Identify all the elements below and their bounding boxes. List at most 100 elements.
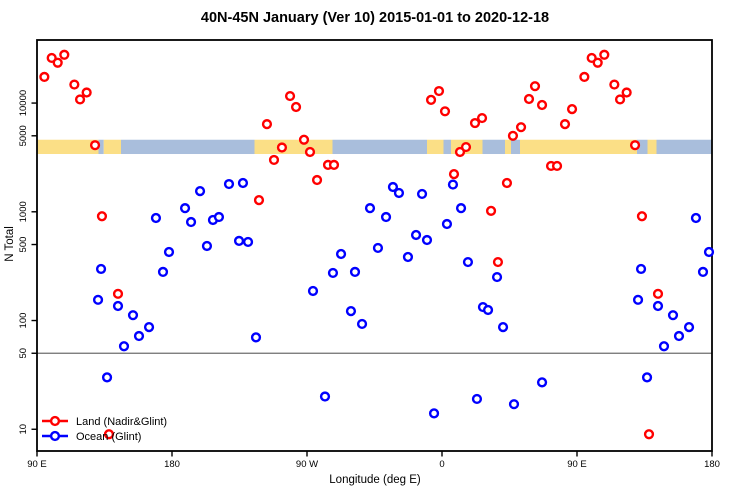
x-tick-label: 90 E: [27, 459, 47, 470]
map-strip-segment-ocean: [637, 139, 648, 155]
ocean-data-point: [536, 377, 548, 388]
land-data-point: [425, 94, 437, 105]
land-data-point: [614, 94, 626, 105]
legend-symbol-marker: [49, 415, 61, 427]
land-data-point: [69, 79, 80, 90]
land-data-point: [276, 142, 288, 153]
map-strip-segment-land: [647, 139, 657, 155]
ocean-data-point: [242, 236, 254, 248]
map-strip-segment-ocean: [443, 139, 451, 155]
map-strip-segment-ocean: [98, 139, 104, 155]
ocean-data-point: [402, 251, 414, 263]
x-axis-label: Longitude (deg E): [329, 474, 421, 486]
land-data-point: [609, 79, 620, 90]
land-data-point: [566, 103, 578, 115]
land-data-point: [328, 159, 340, 170]
land-data-point: [81, 87, 92, 98]
land-data-point: [579, 71, 590, 83]
ocean-data-point: [335, 248, 347, 260]
ocean-data-point: [632, 294, 644, 305]
map-strip-segment-ocean: [332, 139, 427, 155]
land-data-point: [636, 211, 648, 222]
land-data-point: [485, 205, 497, 216]
land-data-point: [536, 99, 548, 111]
y-tick-label: 500: [18, 237, 29, 253]
land-data-point: [559, 119, 571, 130]
map-strip-segment-ocean: [121, 139, 255, 155]
land-data-point: [529, 81, 541, 92]
ocean-data-point: [345, 306, 357, 317]
ocean-data-point: [658, 341, 670, 352]
map-strip-segment-land: [520, 139, 637, 155]
x-tick-label: 180: [704, 459, 720, 470]
legend-symbol-marker: [49, 430, 61, 442]
ocean-data-point: [201, 240, 213, 252]
ocean-data-point: [683, 321, 695, 333]
map-strip-segment-land: [254, 139, 333, 155]
x-tick-label: 180: [164, 459, 180, 470]
land-data-point: [59, 49, 70, 60]
legend-item-label: Ocean (Glint): [76, 431, 141, 443]
ocean-data-point: [101, 372, 113, 383]
ocean-data-point: [127, 310, 139, 321]
land-data-point: [469, 117, 481, 129]
land-data-point: [298, 134, 310, 145]
ocean-data-point: [133, 330, 145, 342]
land-data-point: [652, 288, 664, 299]
ocean-data-point: [447, 179, 459, 190]
map-strip-segment-land: [103, 139, 121, 155]
ocean-data-point: [92, 294, 104, 305]
land-data-point: [515, 122, 527, 133]
land-data-point: [643, 429, 655, 440]
ocean-data-point: [118, 341, 130, 352]
land-data-point: [523, 93, 535, 105]
land-data-point: [290, 101, 302, 113]
ocean-data-point: [410, 229, 422, 241]
land-data-point: [304, 146, 316, 158]
plot-box: [36, 39, 713, 452]
y-tick-label: 10000: [18, 90, 29, 116]
ocean-data-point: [150, 212, 162, 224]
land-data-point: [433, 85, 445, 97]
land-data-point: [439, 106, 451, 117]
ocean-data-point: [393, 187, 405, 199]
ocean-data-point: [237, 177, 249, 189]
land-data-point: [501, 177, 513, 189]
ocean-data-point: [635, 263, 647, 275]
ocean-data-point: [508, 399, 520, 410]
y-tick-label: 100: [18, 313, 29, 329]
ocean-data-point: [95, 263, 107, 275]
y-tick-label: 1000: [18, 201, 29, 222]
ocean-data-point: [471, 393, 483, 405]
land-data-point: [476, 112, 488, 124]
ocean-data-point: [143, 321, 155, 333]
ocean-data-point: [497, 321, 509, 333]
map-strip-segment-ocean: [482, 139, 505, 155]
y-tick-label: 5000: [18, 125, 29, 146]
ocean-data-point: [421, 234, 433, 246]
ocean-data-point: [428, 408, 440, 419]
ocean-data-point: [482, 304, 494, 316]
land-data-point: [74, 94, 86, 105]
ocean-data-point: [179, 203, 191, 214]
map-strip-segment-ocean: [511, 139, 520, 155]
land-data-point: [268, 154, 280, 166]
ocean-data-point: [223, 178, 235, 190]
ocean-data-point: [641, 372, 653, 383]
ocean-data-point: [233, 235, 245, 246]
ocean-data-point: [327, 267, 339, 279]
land-data-point: [551, 160, 563, 172]
map-strip-segment-land: [427, 139, 444, 155]
land-data-point: [507, 130, 519, 141]
land-data-point: [460, 141, 472, 153]
ocean-data-point: [652, 300, 664, 312]
ocean-data-point: [690, 212, 702, 224]
map-strip-segment-land: [505, 139, 511, 155]
land-data-point: [492, 256, 504, 268]
ocean-data-point: [112, 300, 124, 312]
ocean-data-point: [667, 310, 679, 321]
ocean-data-point: [157, 266, 169, 278]
x-tick-label: 0: [439, 459, 444, 470]
land-data-point: [621, 87, 632, 98]
